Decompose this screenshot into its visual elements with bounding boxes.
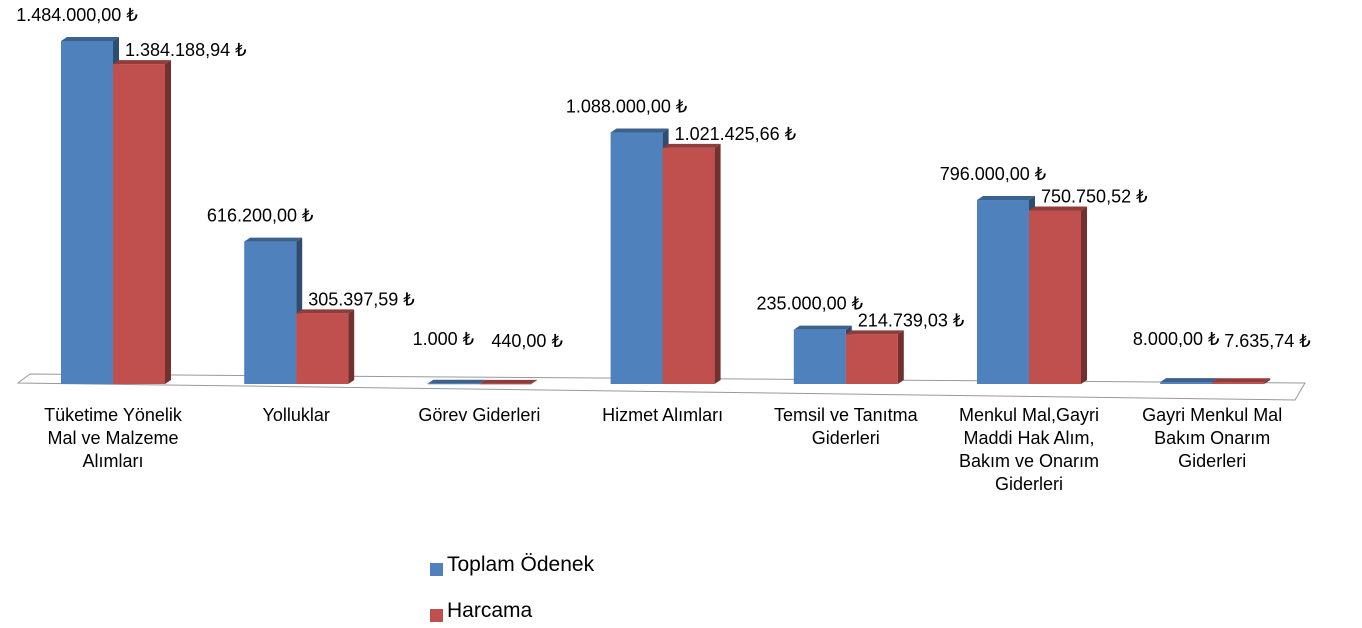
bar-side [165, 60, 171, 384]
bar-top [296, 309, 355, 314]
bar [427, 383, 480, 385]
value-label: 1.021.425,66 ₺ [675, 124, 797, 144]
legend-label: Toplam Ödenek [447, 553, 595, 576]
bar [845, 334, 898, 384]
bar-top [427, 379, 486, 384]
bar [1160, 382, 1213, 384]
bar-side [1264, 378, 1271, 384]
bar-top [793, 325, 852, 330]
legend-swatch [430, 609, 443, 622]
x-tick-label: Yolluklar [262, 405, 330, 425]
bar-top [113, 60, 171, 65]
x-tick-label: Tüketime Yönelik Mal ve Malzeme Alımları [44, 405, 182, 471]
bar [1212, 382, 1265, 384]
bar-side [897, 330, 904, 384]
bar [113, 64, 165, 385]
bar [1029, 210, 1081, 384]
x-tick-label: Temsil ve Tanıtma Giderleri [773, 405, 918, 448]
bar-top [1160, 378, 1219, 383]
x-tick-label: Hizmet Alımları [602, 405, 724, 425]
bar-top [479, 379, 538, 384]
value-label: 1.484.000,00 ₺ [16, 5, 138, 25]
value-label: 1.384.188,94 ₺ [125, 40, 247, 60]
value-label: 7.635,74 ₺ [1224, 331, 1311, 351]
bar-top [977, 196, 1035, 201]
value-label: 750.750,52 ₺ [1041, 186, 1148, 206]
value-label: 796.000,00 ₺ [940, 164, 1047, 184]
bar [296, 313, 349, 384]
bar [793, 329, 846, 384]
bar-side [1081, 206, 1087, 384]
bar [610, 132, 663, 384]
legend-swatch [430, 563, 443, 576]
bar-top [244, 237, 303, 242]
bar-top [1212, 378, 1271, 383]
bar [479, 383, 532, 385]
value-label: 440,00 ₺ [491, 331, 563, 351]
bar-top [61, 37, 119, 41]
value-label: 616.200,00 ₺ [207, 206, 314, 226]
value-label: 305.397,59 ₺ [308, 289, 415, 309]
bar [662, 147, 715, 384]
value-label: 1.088.000,00 ₺ [566, 97, 688, 117]
value-label: 1.000 ₺ [413, 329, 475, 349]
bar-side [531, 379, 538, 384]
bar [61, 41, 113, 384]
bar-top [845, 330, 904, 335]
bar [244, 241, 297, 384]
x-tick-label: Gayri Menkul Mal Bakım Onarım Giderleri [1142, 405, 1283, 471]
bar-side [714, 143, 721, 384]
x-tick-label: Görev Giderleri [418, 405, 541, 425]
bar-top [610, 128, 669, 133]
value-label: 214.739,03 ₺ [858, 310, 965, 330]
legend-label: Harcama [447, 599, 533, 622]
value-label: 235.000,00 ₺ [757, 294, 864, 314]
bar-side [348, 309, 355, 384]
value-label: 8.000,00 ₺ [1133, 329, 1220, 349]
bar [977, 200, 1029, 384]
bar-top [662, 143, 721, 148]
bar-top [1029, 206, 1087, 211]
x-tick-label: Menkul Mal,Gayri Maddi Hak Alım, Bakım v… [958, 405, 1100, 494]
